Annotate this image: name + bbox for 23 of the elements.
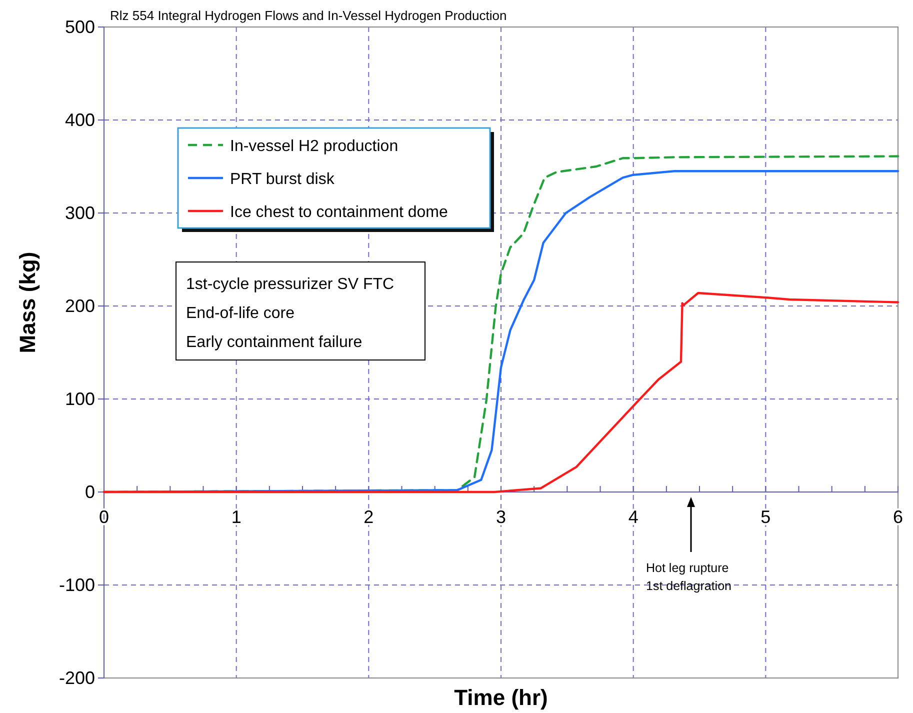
y-tick-label: 200	[64, 296, 95, 316]
y-tick-label: -200	[58, 668, 95, 688]
line-series	[102, 292, 900, 494]
x-tick-label: 2	[364, 506, 374, 527]
y-tick-label: -100	[58, 574, 95, 595]
x-tick-label: 3	[496, 506, 506, 527]
y-axis-title: Mass (kg)	[15, 252, 40, 354]
y-tick-label: 300	[64, 202, 95, 223]
legend-label: PRT burst disk	[230, 171, 336, 188]
y-tick-label: 100	[64, 388, 95, 409]
y-tick-label: 500	[64, 16, 95, 37]
x-tick-label: 6	[892, 506, 904, 527]
chart-title: Rlz 554 Integral Hydrogen Flows and In-Vessel Hydrogen Production	[110, 8, 507, 23]
annotation: 1st-cycle pressurizer SV FTC End-of-life core Early containment failure	[186, 276, 394, 351]
annotation: Hot leg rupture 1st deflagration	[646, 561, 732, 593]
legend-label: Ice chest to containment dome	[230, 204, 448, 221]
x-axis-title: Time (hr)	[454, 685, 548, 710]
x-tick-label: 4	[628, 506, 638, 527]
legend-label: In-vessel H2 production	[230, 138, 398, 155]
x-tick-label: 5	[760, 506, 771, 527]
x-tick-label: 1	[231, 506, 242, 527]
y-tick-label: 0	[84, 482, 95, 502]
y-tick-label: 400	[64, 110, 95, 130]
